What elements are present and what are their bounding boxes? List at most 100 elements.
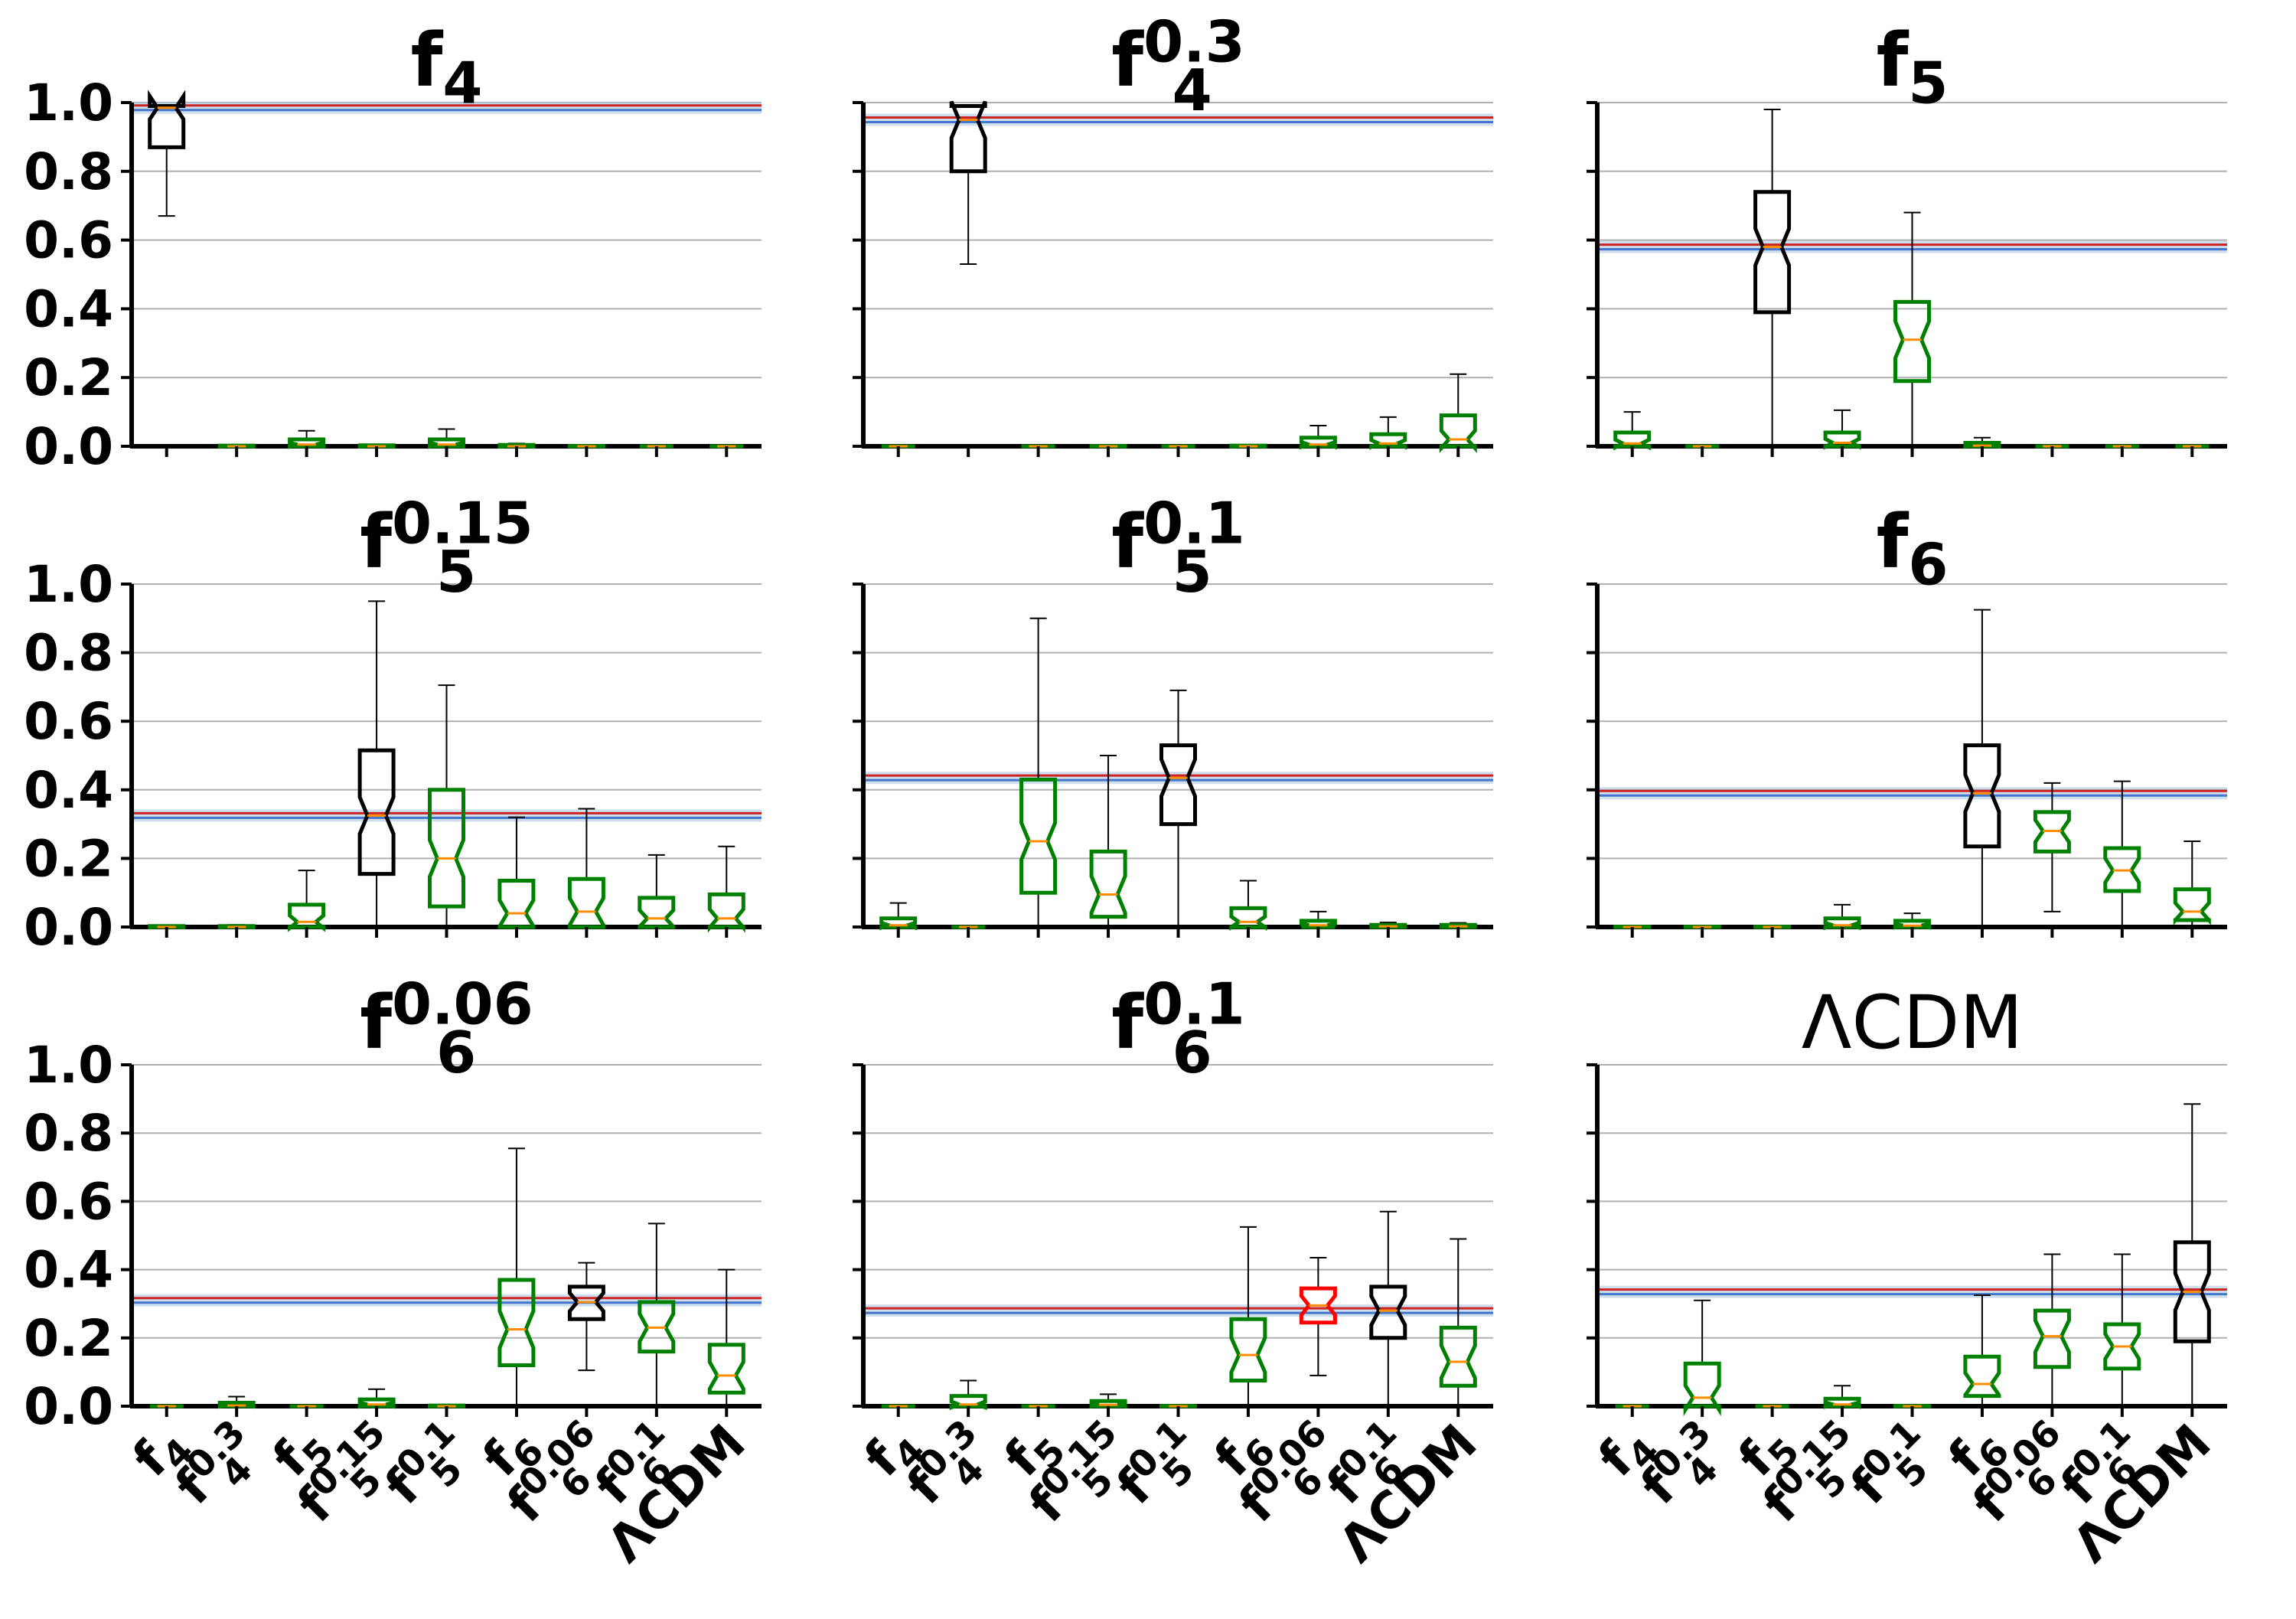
box-9 [2173,1240,2211,1343]
box-4 [1089,444,1127,449]
box-5 [1893,919,1931,930]
box-7 [1299,919,1337,929]
chart-panel-2: f0.3 4 [853,9,1493,457]
x-tick-label: f0.34 [1629,1412,1741,1524]
y-tick-label: 0.4 [24,279,113,338]
box-7 [2033,810,2071,854]
box-6 [497,442,536,449]
y-tick-label: 0.0 [24,1377,113,1436]
chart-panel-4: 0.0 0.2 0.4 0.6 0.8 1.0 f0.15 5 [24,491,762,957]
chart-panel-5: f0.1 5 [853,491,1493,938]
box-9 [1439,922,1477,929]
y-tick-label: 0.8 [24,624,113,683]
y-tick-label: 0.0 [24,417,113,476]
box-8 [1369,1284,1407,1340]
box-9 [707,892,745,933]
x-tick-label: f0.15 [1838,1412,1951,1524]
panel-title: f0.1 6 [1111,971,1244,1087]
box-5 [428,1403,465,1408]
panel-title: f5 [1877,18,1949,116]
y-tick-label: 1.0 [24,555,113,614]
y-tick-label: 0.8 [24,142,113,201]
box-5 [428,437,465,449]
x-tick-label: f0.34 [163,1412,276,1524]
reference-band [1597,1285,2227,1298]
box-3 [1753,190,1792,315]
box-2 [217,1401,256,1409]
box-7 [567,876,605,929]
box-3 [1019,777,1058,895]
box-5 [1159,1404,1197,1408]
box-1 [1613,925,1652,929]
box-6 [1229,906,1267,931]
box-5 [1893,299,1931,384]
reference-band [1597,787,2227,800]
x-tick-label: f0.15 [373,1412,485,1524]
box-6 [1963,441,2001,449]
box-9 [1439,413,1477,453]
box-2 [949,100,987,174]
box-5 [1893,1404,1931,1408]
box-9 [1439,1325,1477,1388]
box-7 [567,1284,605,1321]
box-6 [1229,1317,1267,1382]
y-tick-label: 1.0 [24,1036,113,1095]
box-4 [357,748,396,876]
box-4 [1823,1396,1861,1409]
box-3 [288,903,326,932]
box-4 [1089,1399,1127,1409]
x-tick-label: f0.34 [895,1412,1007,1524]
box-9 [707,1343,745,1395]
chart-panel-6: f6 [1587,499,2227,938]
y-tick-label: 0.6 [24,692,113,751]
box-7 [567,444,605,449]
box-7 [1299,1286,1337,1325]
y-tick-label: 1.0 [24,73,113,132]
box-8 [1369,432,1407,450]
y-tick-label: 0.2 [24,1309,113,1368]
box-1 [1613,430,1652,451]
box-8 [2103,846,2141,893]
y-tick-label: 0.6 [24,1172,113,1231]
box-2 [217,924,256,930]
x-tick-label: f0.15 [1104,1412,1217,1524]
box-4 [1823,916,1861,931]
panel-title: f6 [1877,499,1949,598]
panel-title: f0.15 5 [360,491,533,606]
box-7 [2033,1308,2071,1369]
y-tick-label: 0.6 [24,211,113,270]
box-4 [1823,430,1861,450]
box-6 [497,1278,536,1367]
box-6 [1963,743,2001,849]
box-9 [2173,887,2211,925]
box-1 [148,924,186,930]
box-8 [638,896,676,929]
box-3 [288,437,326,449]
y-tick-label: 0.2 [24,829,113,888]
box-6 [497,879,536,929]
box-2 [1683,1361,1721,1417]
y-tick-label: 0.4 [24,761,113,820]
panel-title: f0.1 5 [1111,491,1244,606]
box-8 [1369,922,1407,929]
box-5 [1159,743,1197,827]
box-7 [1299,436,1337,450]
y-tick-label: 0.8 [24,1104,113,1163]
box-2 [1683,925,1721,929]
box-8 [638,1300,676,1354]
box-4 [1089,849,1127,919]
y-tick-label: 0.4 [24,1241,113,1300]
panel-title: f0.3 4 [1111,9,1244,125]
box-6 [1963,1354,2001,1399]
box-3 [1753,925,1792,929]
y-tick-label: 0.2 [24,348,113,407]
box-1 [879,916,918,931]
box-5 [428,788,465,909]
box-4 [357,443,396,449]
box-4 [357,1397,396,1409]
chart-panel-3: f5 [1587,18,2227,457]
